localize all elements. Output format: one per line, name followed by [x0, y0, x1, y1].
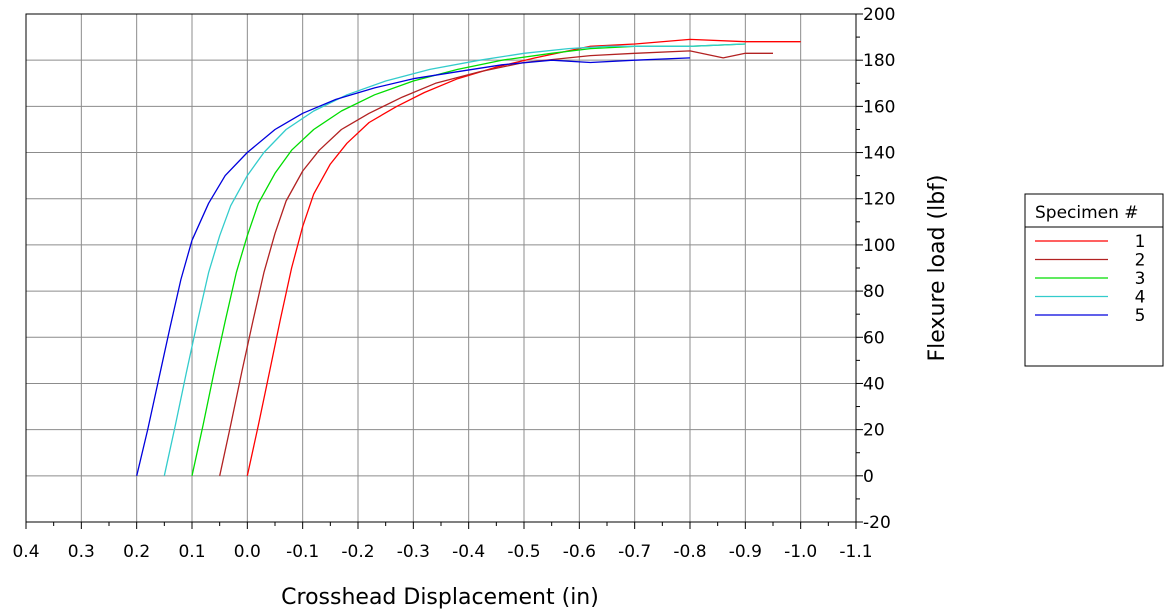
x-tick-label: 0.3 [68, 542, 95, 562]
y-tick-label: -20 [863, 513, 891, 533]
series-line-5 [136, 57, 691, 476]
x-tick-label: -1.0 [784, 542, 817, 562]
y-tick-label: 140 [863, 144, 895, 164]
series-line-3 [191, 43, 746, 476]
series-line-4 [163, 43, 746, 476]
y-axis-ticks: -20 0 20 40 60 80 100 120 140 160 180 200 [856, 5, 895, 533]
x-tick-label: 0.4 [12, 542, 39, 562]
x-tick-label: -0.7 [618, 542, 651, 562]
legend-label-2: 2 [1135, 251, 1146, 271]
y-tick-label: 20 [863, 421, 885, 441]
x-axis-ticks: 0.4 0.3 0.2 0.1 0.0 -0.1 -0.2 -0.3 -0.4 -0.5 -0.6 -… [12, 522, 873, 562]
y-tick-label: 0 [863, 467, 874, 487]
y-tick-label: 200 [863, 5, 895, 25]
legend-label-4: 4 [1135, 288, 1146, 308]
x-tick-label: -0.6 [563, 542, 596, 562]
series-line-2 [219, 50, 773, 476]
legend-label-1: 1 [1135, 232, 1146, 252]
legend-label-3: 3 [1135, 269, 1146, 289]
x-tick-label: -0.9 [729, 542, 762, 562]
x-tick-label: -0.3 [397, 542, 430, 562]
y-tick-label: 120 [863, 190, 895, 210]
y-tick-label: 60 [863, 328, 885, 348]
x-tick-label: -0.5 [507, 542, 540, 562]
x-tick-label: -0.2 [341, 542, 374, 562]
x-tick-label: -0.8 [673, 542, 706, 562]
x-tick-label: -0.1 [286, 542, 319, 562]
y-tick-label: 40 [863, 374, 885, 394]
legend-box [1024, 193, 1164, 367]
y-tick-label: 100 [863, 236, 895, 256]
grid [26, 14, 856, 522]
series-lines [136, 38, 801, 476]
x-tick-label: -1.1 [839, 542, 872, 562]
series-line-1 [246, 38, 801, 476]
x-tick-label: 0.1 [178, 542, 205, 562]
x-tick-label: 0.2 [123, 542, 150, 562]
y-axis-title: Flexure load (lbf) [925, 175, 950, 362]
legend-title: Specimen # [1035, 203, 1139, 223]
y-tick-label: 180 [863, 51, 895, 71]
x-tick-label: -0.4 [452, 542, 485, 562]
y-tick-label: 80 [863, 282, 885, 302]
x-axis-title: Crosshead Displacement (in) [281, 585, 599, 610]
x-tick-label: 0.0 [234, 542, 261, 562]
y-tick-label: 160 [863, 97, 895, 117]
legend-label-5: 5 [1135, 306, 1146, 326]
plot-area-frame [25, 13, 857, 523]
